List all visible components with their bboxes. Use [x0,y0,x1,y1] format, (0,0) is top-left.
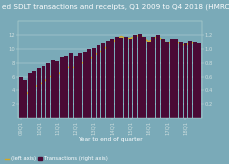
Bar [101,43,105,118]
Bar [133,35,137,118]
Bar [138,34,142,118]
Bar [97,45,101,118]
Bar [33,71,36,118]
X-axis label: Year to end of quarter: Year to end of quarter [78,137,142,142]
Bar [147,42,151,118]
Bar [83,52,87,118]
Bar [188,41,192,118]
Bar [179,42,183,118]
Bar [60,57,64,118]
Bar [74,56,77,118]
Bar [23,80,27,118]
Bar [110,39,114,118]
Bar [129,39,132,118]
Bar [174,39,178,118]
Bar [120,38,123,118]
Bar [42,66,45,118]
Bar [55,61,59,118]
Bar [197,43,201,118]
Bar [46,63,50,118]
Bar [28,73,32,118]
Bar [87,49,91,118]
Bar [156,35,160,118]
Bar [51,60,55,118]
Legend: (left axis), Transactions (right axis): (left axis), Transactions (right axis) [5,156,108,161]
Bar [142,37,146,118]
Bar [170,39,174,118]
Bar [78,53,82,118]
Bar [124,37,128,118]
Bar [106,41,110,118]
Bar [152,37,155,118]
Bar [184,43,188,118]
Bar [69,53,73,118]
Text: ed SDLT transactions and receipts, Q1 2009 to Q4 2018 (HMRC): ed SDLT transactions and receipts, Q1 20… [2,3,229,10]
Bar [161,39,164,118]
Bar [193,42,197,118]
Bar [19,77,22,118]
Bar [65,56,68,118]
Bar [92,48,96,118]
Bar [115,37,119,118]
Bar [165,42,169,118]
Bar [37,68,41,118]
